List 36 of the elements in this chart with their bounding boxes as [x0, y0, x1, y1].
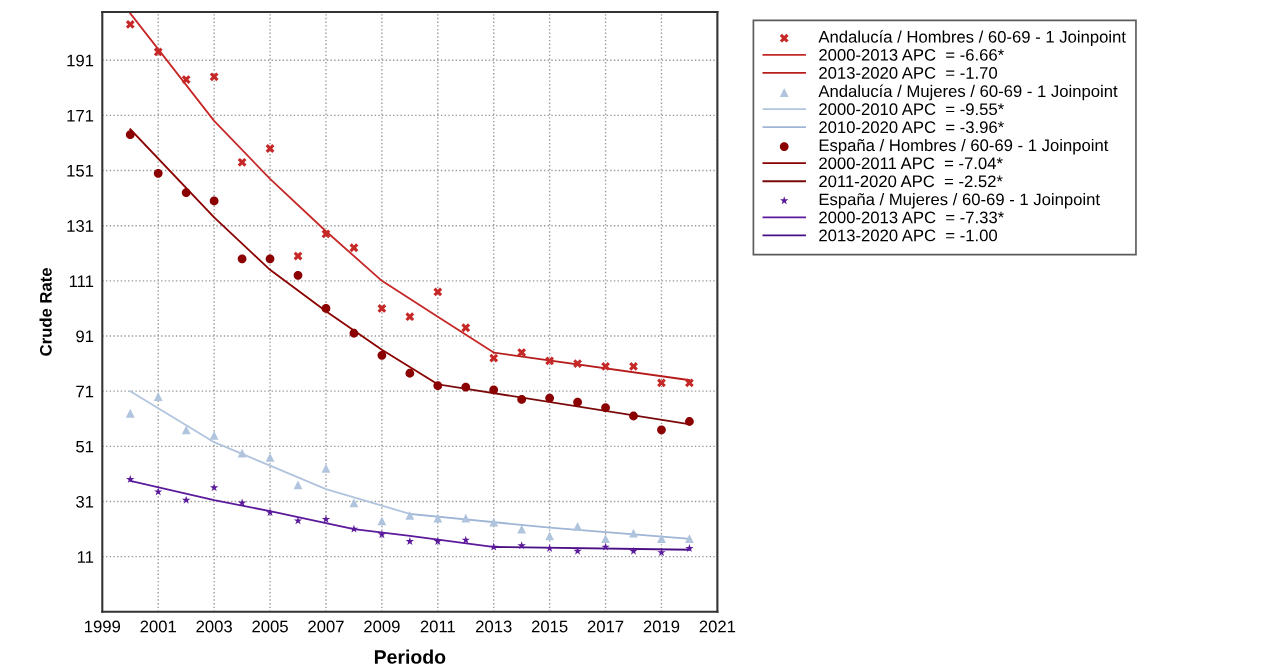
x-axis-title: Periodo [374, 649, 446, 664]
y-tick-label: 151 [67, 165, 94, 177]
x-tick-label: 2011 [420, 620, 455, 633]
y-tick-label: 51 [76, 440, 94, 453]
x-tick-label: 1999 [85, 620, 121, 633]
x-tick-label: 2021 [699, 620, 736, 633]
x-tick-label: 2003 [196, 620, 232, 633]
y-tick-label: 191 [67, 54, 94, 67]
legend-label: 2000-2013 APC = -7.33* [819, 211, 1004, 224]
legend-label: 2010-2020 APC = -3.96* [819, 121, 1004, 134]
x-tick-label: 2009 [364, 620, 400, 633]
y-axis-title: Crude Rate [39, 268, 52, 356]
y-tick-label: 31 [76, 495, 94, 508]
x-tick-label: 2005 [252, 620, 288, 633]
legend-label: Andalucía / Mujeres / 60-69 - 1 Joinpoint [818, 84, 1118, 101]
x-tick-label: 2017 [587, 620, 624, 633]
y-tick-label: 71 [76, 385, 94, 398]
legend-label: 2000-2010 APC = -9.55* [819, 103, 1004, 116]
x-tick-label: 2007 [308, 620, 344, 633]
legend-label: 2013-2020 APC = -1.70 [819, 67, 998, 79]
y-tick-label: 11 [77, 551, 94, 563]
x-tick-label: 2013 [476, 620, 512, 633]
legend-label: 2000-2013 APC = -6.66* [819, 48, 1004, 61]
legend-label: España / Hombres / 60-69 - 1 Joinpoint [819, 138, 1109, 155]
x-tick-label: 2019 [643, 620, 680, 633]
y-tick-label: 131 [67, 220, 94, 232]
legend-label: España / Mujeres / 60-69 - 1 Joinpoint [819, 193, 1100, 209]
y-tick-label: 91 [76, 330, 94, 343]
x-tick-label: 2001 [140, 620, 176, 633]
legend-label: 2011-2020 APC = -2.52* [819, 175, 1003, 188]
legend-label: 2000-2011 APC = -7.04* [819, 157, 1003, 170]
legend-label: 2013-2020 APC = -1.00 [819, 229, 998, 242]
y-tick-label: 171 [67, 109, 94, 122]
y-tick-label: 111 [69, 275, 94, 287]
legend-label: Andalucía / Hombres / 60-69 - 1 Joinpoint [818, 30, 1126, 47]
x-tick-label: 2015 [531, 620, 568, 633]
